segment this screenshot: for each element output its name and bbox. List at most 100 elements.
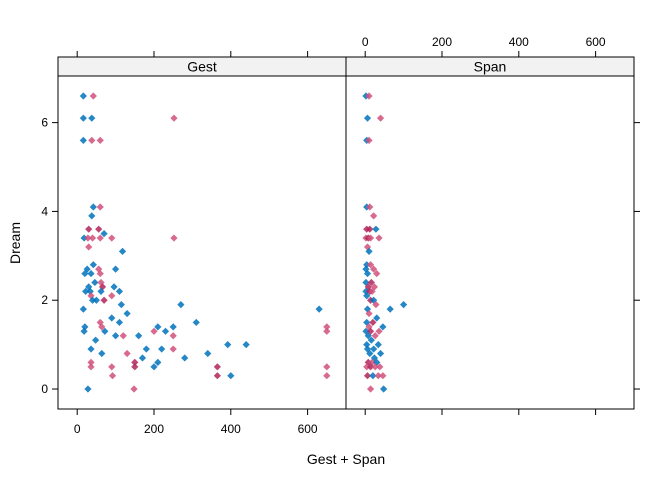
data-point [181,354,189,362]
data-point [242,341,250,349]
data-point [131,358,139,366]
data-point [367,336,375,344]
data-point [323,372,331,380]
data-point [97,287,105,295]
data-point [142,345,150,353]
data-point [88,136,96,144]
data-point [85,225,93,233]
panel-gest: Gest [57,56,347,410]
y-tick-label: 2 [41,293,48,307]
data-point [100,230,108,238]
data-point [169,323,177,331]
data-point [370,265,378,273]
y-tick-label: 4 [41,204,48,218]
data-point [362,287,370,295]
data-point [363,292,371,300]
data-point [372,301,380,309]
data-point [365,309,373,318]
data-point [118,247,127,255]
data-point [192,318,200,327]
data-point [89,261,97,269]
data-point [323,363,331,371]
data-point [373,314,381,322]
data-point [96,136,104,144]
y-tick-label: 0 [41,382,48,396]
x-tick-label-bottom: 200 [144,422,164,436]
data-point [87,363,95,371]
data-point [371,363,379,371]
x-tick-label-top: 0 [362,35,369,49]
data-point [224,341,232,349]
data-point [366,261,375,269]
data-point [363,372,372,380]
data-point [96,269,104,278]
data-point [365,92,373,100]
data-point [91,278,99,287]
data-point [154,323,162,331]
panel-span: Span [345,56,635,410]
data-point [376,114,385,122]
data-point [323,323,331,331]
data-point [110,283,118,291]
data-point [376,349,385,358]
data-point [366,234,375,242]
data-point [362,265,370,273]
data-point [96,203,104,211]
data-point [386,305,394,313]
data-point [84,385,92,393]
data-point [379,372,387,380]
data-point [366,327,375,335]
data-point [213,372,221,380]
data-point [374,341,382,349]
data-point [375,234,383,242]
data-point [370,283,379,291]
data-point [87,358,95,366]
data-point [101,327,109,335]
data-point [379,323,387,331]
x-tick-label-bottom: 0 [74,422,81,436]
data-point [108,234,116,242]
data-point [370,345,378,353]
data-point [112,332,120,340]
data-point [85,243,93,251]
data-point [88,114,96,122]
data-point [138,354,147,362]
data-point [82,287,90,295]
panel-frame-gest [57,75,347,410]
data-point [170,114,178,122]
data-point [400,301,408,309]
data-point [366,203,374,211]
data-point [363,318,371,327]
data-point [89,203,97,211]
x-tick-label-top: 600 [586,35,606,49]
data-point [362,278,370,287]
data-point [370,296,378,304]
data-point [154,358,162,366]
data-point [161,327,170,335]
data-point [365,247,373,255]
data-point [227,372,235,380]
data-point [365,323,373,331]
data-point [87,269,95,278]
data-point [98,283,107,291]
x-tick-label-bottom: 400 [221,422,241,436]
strip-label-gest: Gest [187,59,217,75]
data-point [98,323,106,331]
data-point [371,332,379,340]
data-point [364,332,372,340]
data-point [80,327,88,335]
data-point [80,234,88,242]
data-point [96,234,104,242]
data-point [363,341,371,349]
data-point [158,345,166,353]
data-point [115,318,124,327]
data-point [95,225,103,233]
data-point [169,332,177,340]
data-point [108,372,117,380]
data-point [123,349,131,358]
data-point [79,92,87,100]
data-point [169,345,177,353]
data-point [213,363,221,371]
data-point [81,323,89,331]
